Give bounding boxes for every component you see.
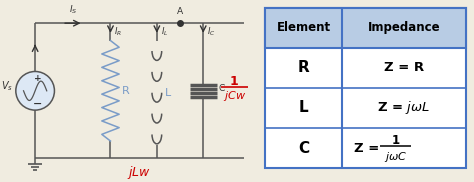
Text: Element: Element bbox=[277, 21, 331, 34]
Bar bbox=[265, 8, 466, 48]
Text: $jLw$: $jLw$ bbox=[128, 164, 152, 181]
Text: Z = $j\omega L$: Z = $j\omega L$ bbox=[377, 99, 431, 116]
Text: L: L bbox=[164, 88, 171, 98]
Text: 1: 1 bbox=[392, 134, 400, 147]
Bar bbox=[265, 8, 466, 168]
Text: +: + bbox=[34, 74, 42, 83]
Text: 1: 1 bbox=[230, 75, 238, 88]
Text: Z = R: Z = R bbox=[384, 61, 424, 74]
Text: Z =: Z = bbox=[354, 142, 379, 155]
Text: $I_S$: $I_S$ bbox=[69, 4, 77, 16]
Text: $j\omega C$: $j\omega C$ bbox=[384, 150, 407, 164]
Text: A: A bbox=[177, 7, 183, 16]
Text: L: L bbox=[299, 100, 309, 115]
Text: R: R bbox=[298, 60, 310, 75]
Text: $I_C$: $I_C$ bbox=[207, 26, 216, 38]
Text: −: − bbox=[33, 99, 43, 109]
Text: $I_L$: $I_L$ bbox=[161, 26, 168, 38]
Text: C: C bbox=[219, 84, 225, 93]
Text: Impedance: Impedance bbox=[368, 21, 440, 34]
Text: $V_s$: $V_s$ bbox=[1, 79, 13, 93]
Text: $I_R$: $I_R$ bbox=[114, 26, 122, 38]
Text: R: R bbox=[122, 86, 130, 96]
Text: C: C bbox=[298, 141, 309, 156]
Text: $jCw$: $jCw$ bbox=[222, 89, 246, 103]
Circle shape bbox=[16, 72, 55, 110]
